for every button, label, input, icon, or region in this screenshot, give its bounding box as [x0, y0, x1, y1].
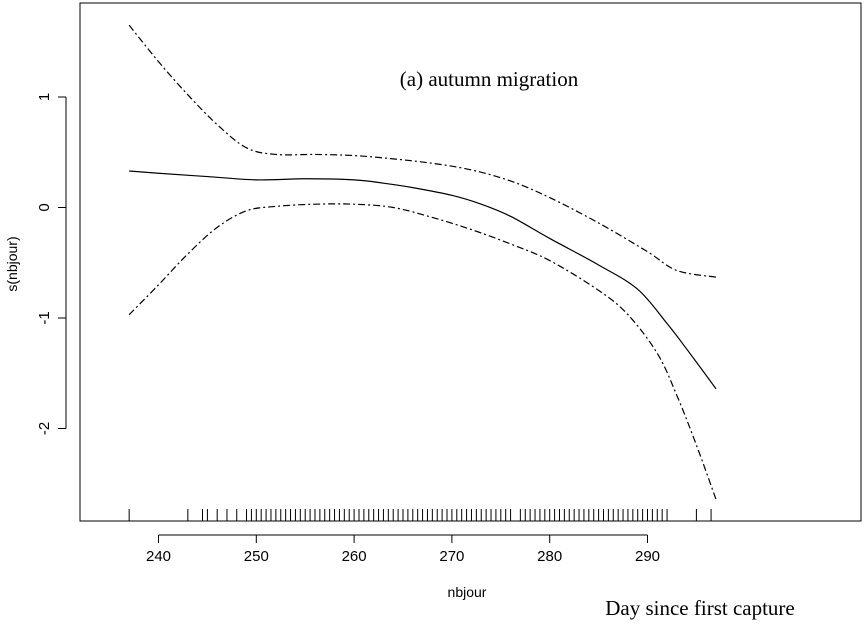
rug-ticks	[128, 509, 712, 521]
y-tick-label: -2	[36, 422, 53, 435]
y-axis-label: s(nbjour)	[4, 236, 20, 291]
plot-frame	[79, 2, 862, 522]
fit-line	[129, 170, 717, 390]
y-tick-label: 1	[36, 93, 53, 101]
x-tick-label: 280	[537, 548, 562, 565]
y-tick-label: -1	[36, 311, 53, 324]
chart-title: (a) autumn migration	[400, 67, 579, 91]
x-tick-label: 240	[146, 548, 171, 565]
x-tick-label: 250	[244, 548, 269, 565]
y-axis: 1 0 -1 -2	[36, 93, 67, 435]
curves	[128, 24, 717, 500]
x-axis: 240 250 260 270 280 290	[146, 534, 660, 565]
caption: Day since first capture	[605, 596, 795, 620]
y-tick-label: 0	[36, 203, 53, 211]
upper-band-line	[128, 24, 717, 278]
x-tick-label: 290	[635, 548, 660, 565]
x-tick-label: 260	[342, 548, 367, 565]
x-axis-label: nbjour	[448, 584, 487, 600]
lower-band-line	[128, 203, 717, 500]
x-tick-label: 270	[439, 548, 464, 565]
